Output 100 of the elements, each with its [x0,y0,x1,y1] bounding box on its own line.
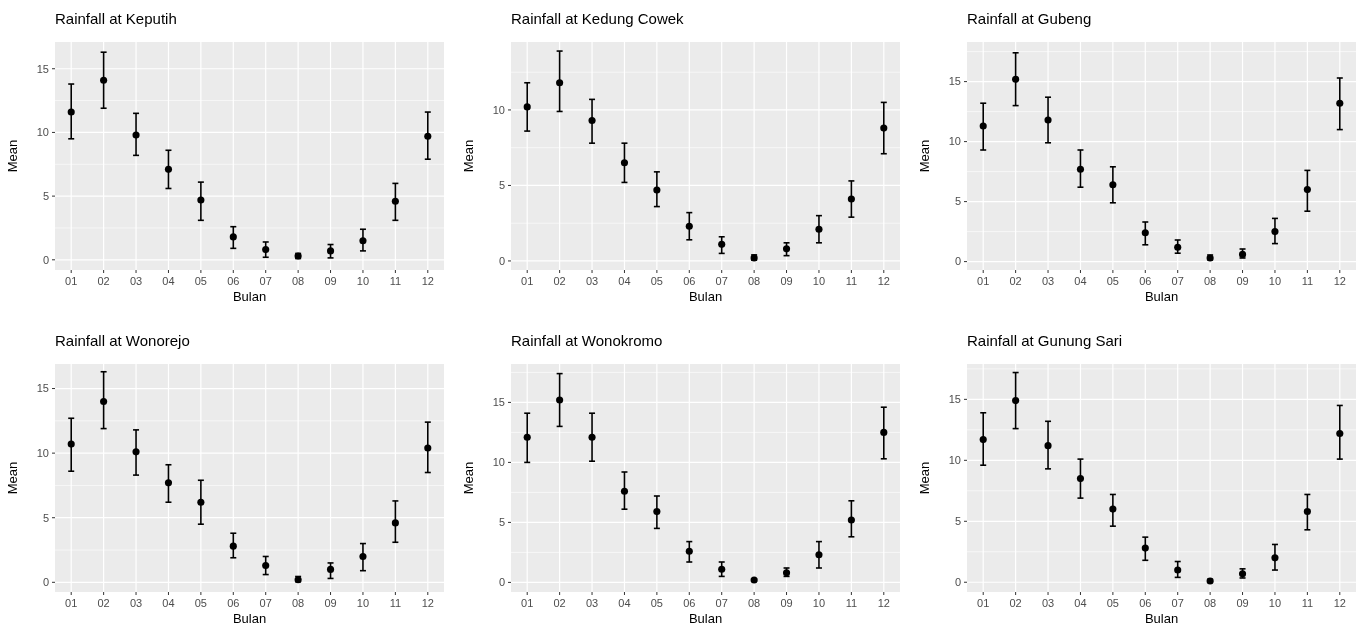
x-tick-label: 02 [97,275,110,287]
point [1336,429,1344,438]
x-tick-label: 07 [1171,275,1184,287]
point [1303,186,1311,194]
point [556,79,564,87]
point [847,516,855,524]
x-tick-label: 05 [650,597,663,609]
y-axis-title: Mean [461,461,476,495]
x-axis-title: Bulan [232,611,267,626]
x-tick-label: 11 [389,275,402,287]
y-tick-label: 5 [498,179,505,192]
x-tick-label: 01 [65,275,78,287]
y-tick-label: 0 [954,576,961,589]
x-tick-label: 07 [259,275,272,287]
point [67,440,75,448]
point [880,428,888,436]
x-tick-label: 01 [977,597,990,609]
point [1174,566,1182,574]
y-axis-title: Mean [5,139,20,173]
point [1109,181,1117,189]
point [262,561,270,570]
point [391,197,399,205]
point [1303,507,1311,516]
x-tick-label: 05 [194,597,207,609]
x-tick-label: 06 [227,275,240,287]
point [164,165,173,173]
x-tick-label: 01 [521,275,534,287]
y-axis-title: Mean [461,139,476,173]
x-tick-label: 10 [812,597,826,609]
chart-title: Rainfall at Gunung Sari [967,332,1123,349]
y-tick-label: 10 [36,126,49,139]
x-tick-label: 05 [1106,275,1119,287]
x-tick-label: 11 [1301,275,1314,287]
x-tick-label: 12 [421,597,434,609]
point [132,448,140,456]
y-tick-label: 5 [954,195,961,208]
point [815,225,823,233]
point [100,76,108,84]
y-tick-label: 10 [492,103,505,116]
y-tick-label: 0 [42,253,49,266]
x-tick-label: 01 [977,275,990,287]
point [229,542,237,550]
x-tick-label: 12 [1333,597,1346,609]
y-axis-title: Mean [917,461,932,495]
x-tick-label: 10 [812,275,826,287]
y-tick-label: 0 [42,576,49,589]
x-axis-title: Bulan [688,611,723,626]
x-tick-label: 11 [845,275,858,287]
x-tick-label: 06 [683,597,696,609]
x-tick-label: 09 [780,275,793,287]
point [653,186,661,194]
point [653,508,661,516]
x-tick-label: 07 [259,597,272,609]
x-tick-label: 12 [421,275,434,287]
y-tick-label: 5 [498,516,505,529]
x-tick-label: 03 [585,597,599,609]
point [359,237,367,245]
point [1044,116,1052,124]
x-tick-label: 08 [748,275,761,287]
point [1141,544,1149,552]
point [100,397,108,406]
x-tick-label: 03 [585,275,599,287]
y-tick-label: 5 [42,511,49,524]
point [359,552,367,561]
y-tick-label: 10 [492,456,505,469]
point [424,444,432,452]
point [523,103,531,111]
x-tick-label: 03 [129,597,143,609]
y-tick-label: 10 [36,446,49,459]
x-tick-label: 05 [194,275,207,287]
y-tick-label: 0 [954,255,961,268]
chart-title: Rainfall at Wonorejo [55,332,190,349]
x-tick-label: 06 [1139,597,1152,609]
point [815,551,823,559]
x-tick-label: 01 [521,597,534,609]
x-tick-label: 10 [1268,597,1282,609]
point [979,436,987,444]
x-tick-label: 08 [1204,275,1217,287]
point [523,433,531,441]
point [685,222,693,230]
x-tick-label: 06 [1139,275,1152,287]
x-tick-label: 04 [1074,597,1087,609]
x-tick-label: 12 [877,597,890,609]
x-tick-label: 04 [1074,275,1087,287]
point [132,131,140,139]
point [1109,505,1117,513]
x-tick-label: 09 [1236,597,1249,609]
x-tick-label: 02 [97,597,110,609]
x-tick-label: 03 [129,275,143,287]
point [326,247,335,255]
x-tick-label: 09 [324,275,337,287]
point [424,132,432,140]
point [620,487,629,495]
x-tick-label: 07 [715,597,728,609]
point [1076,165,1085,173]
point [880,124,888,132]
x-tick-label: 10 [1268,275,1282,287]
point [588,116,596,125]
point [782,245,791,253]
point [685,547,693,555]
